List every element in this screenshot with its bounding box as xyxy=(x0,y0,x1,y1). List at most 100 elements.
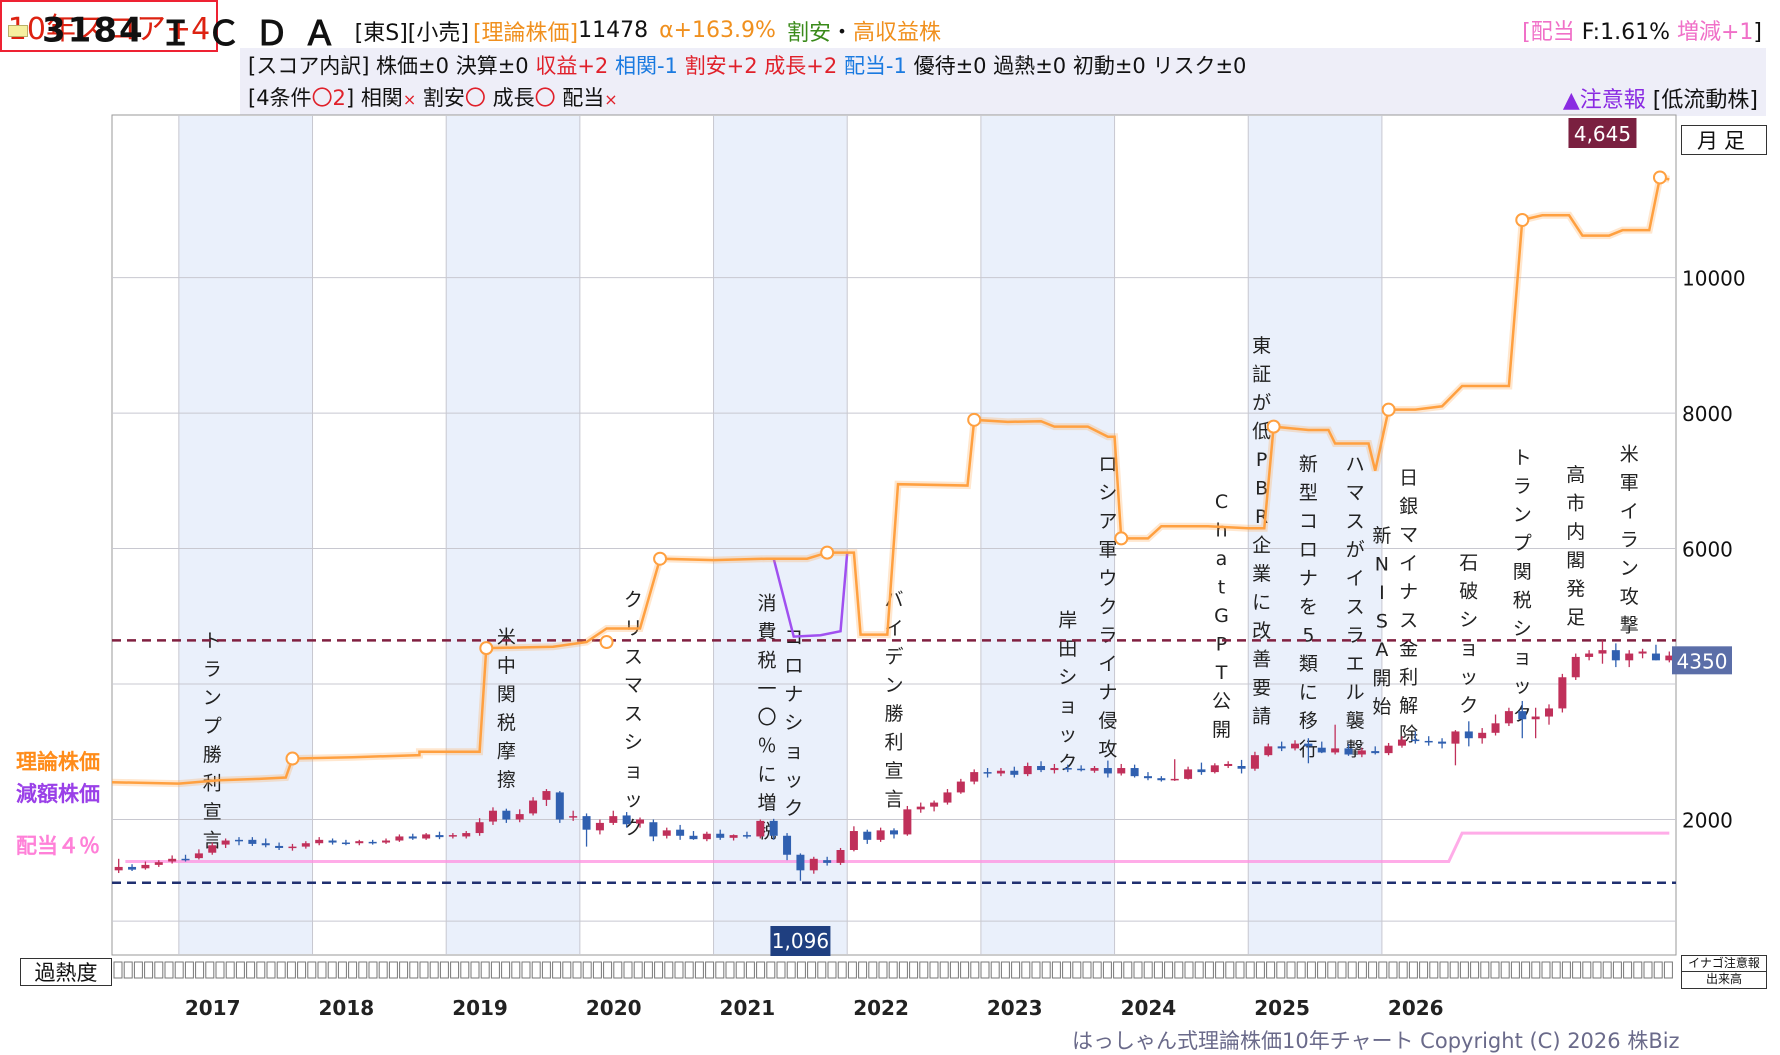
dividend-bracket-close: ] xyxy=(1753,20,1762,45)
score-badge: 10年スコア+4 xyxy=(0,0,218,52)
candle-body xyxy=(903,809,912,835)
candle-body xyxy=(1411,739,1420,742)
overheat-cell xyxy=(113,961,123,979)
candle-body xyxy=(488,810,497,822)
event-label: 新型コロナを 5 類に移行 xyxy=(1299,454,1318,761)
overheat-cell xyxy=(1082,961,1092,979)
overheat-cell xyxy=(541,961,551,979)
candle-body xyxy=(1090,768,1099,771)
candle-body xyxy=(930,802,939,807)
warning-bracket-close: ] xyxy=(1749,88,1758,113)
overheat-cell xyxy=(1327,961,1337,979)
candle-body xyxy=(1571,656,1580,678)
candle-body xyxy=(1331,748,1340,753)
overheat-cell xyxy=(1408,961,1418,979)
year-label: 2021 xyxy=(720,996,776,1020)
overheat-cell xyxy=(1521,961,1531,979)
candle-body xyxy=(916,806,925,810)
candle-body xyxy=(1010,770,1019,775)
overheat-cell xyxy=(1000,961,1010,979)
warning-tag: 低流動株 xyxy=(1661,88,1750,113)
candle-body xyxy=(1264,746,1273,756)
score-background xyxy=(240,48,1766,116)
overheat-label: 過熱度 xyxy=(20,958,112,986)
y-tick-label: 10000 xyxy=(1682,267,1746,291)
overheat-cell xyxy=(817,961,827,979)
overheat-cell xyxy=(623,961,633,979)
candle-body xyxy=(823,860,832,863)
dividend-line xyxy=(125,831,1670,864)
overheat-cell xyxy=(1388,961,1398,979)
year-label: 2022 xyxy=(853,996,909,1020)
legend-dividend: 配当４％ xyxy=(16,834,100,858)
overheat-cell xyxy=(807,961,817,979)
cond-dividend: 配当 xyxy=(562,86,605,110)
candle-body xyxy=(462,833,471,837)
candle-body xyxy=(1585,653,1594,657)
overheat-cell xyxy=(1194,961,1204,979)
overheat-cell xyxy=(1419,961,1429,979)
overheat-cell xyxy=(888,961,898,979)
candle-body xyxy=(1531,716,1540,720)
candle-body xyxy=(555,792,564,820)
period-monthly-button[interactable]: 月足 xyxy=(1681,125,1767,155)
theory-label: [理論株価] xyxy=(472,20,579,46)
overheat-cell xyxy=(1123,961,1133,979)
copyright: はっしゃん式理論株価10年チャート Copyright (C) 2026 株Bi… xyxy=(1072,1029,1680,1053)
event-label: ロシア軍ウクライナ侵攻 xyxy=(1098,454,1117,761)
candle-body xyxy=(636,819,645,824)
overheat-cell xyxy=(1245,961,1255,979)
dividend-bracket-open: [ xyxy=(1522,20,1531,45)
candle-body xyxy=(234,839,243,842)
candle-body xyxy=(970,772,979,782)
overheat-cell xyxy=(1113,961,1123,979)
overheat-cell xyxy=(837,961,847,979)
candle-body xyxy=(676,829,685,836)
candle-body xyxy=(569,816,578,818)
overheat-cell xyxy=(195,961,205,979)
theory-marker xyxy=(1266,419,1281,434)
overheat-cell xyxy=(1215,961,1225,979)
overheat-cell xyxy=(1174,961,1184,979)
overheat-cell xyxy=(1011,961,1021,979)
year-shade xyxy=(178,116,313,954)
candle-body xyxy=(248,839,257,844)
candle-body xyxy=(1504,711,1513,724)
theory-marker xyxy=(653,551,668,566)
legend-theory: 理論株価 xyxy=(16,750,100,774)
cond-correlation: 相関 xyxy=(360,86,403,110)
overheat-cell xyxy=(1072,961,1082,979)
overheat-cell xyxy=(694,961,704,979)
overheat-cell xyxy=(1368,961,1378,979)
overheat-cell xyxy=(990,961,1000,979)
overheat-cell xyxy=(705,961,715,979)
candle-body xyxy=(1077,768,1086,771)
candle-body xyxy=(261,843,270,846)
overheat-cell xyxy=(429,961,439,979)
overheat-cell xyxy=(786,961,796,979)
candle-body xyxy=(1518,711,1527,720)
candle-body xyxy=(716,833,725,838)
overheat-cell xyxy=(858,961,868,979)
overheat-cell xyxy=(1480,961,1490,979)
tag-separator: ・ xyxy=(830,20,853,46)
overheat-cell xyxy=(715,961,725,979)
overheat-cell xyxy=(246,961,256,979)
candle-body xyxy=(1170,778,1179,781)
overheat-cell xyxy=(1296,961,1306,979)
candle-body xyxy=(395,836,404,841)
candle-body xyxy=(943,792,952,803)
candle-body xyxy=(622,815,631,825)
theory-marker xyxy=(1381,402,1396,417)
candle-body xyxy=(1197,769,1206,773)
overheat-cell xyxy=(654,961,664,979)
event-label: 米軍イラン攻撃 xyxy=(1620,443,1639,636)
stock-code: 3184 xyxy=(42,10,145,51)
event-label: 日銀マイナス金利解除 xyxy=(1399,467,1418,746)
overheat-cell xyxy=(266,961,276,979)
overheat-cell xyxy=(868,961,878,979)
overheat-cell xyxy=(643,961,653,979)
candle-body xyxy=(1050,768,1059,771)
overheat-cell xyxy=(1623,961,1633,979)
overheat-cell xyxy=(1551,961,1561,979)
